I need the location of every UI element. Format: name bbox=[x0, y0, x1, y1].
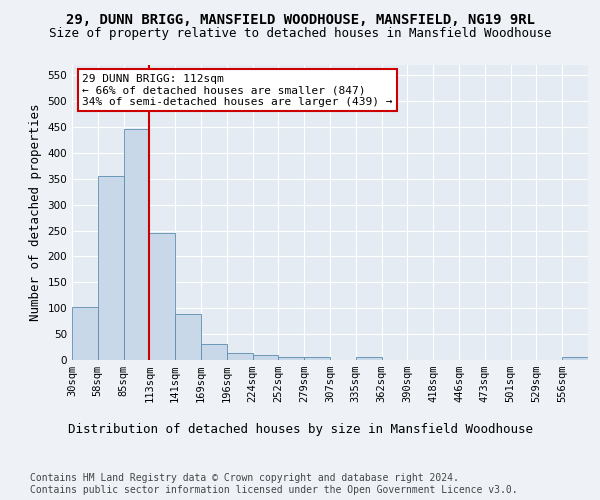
Bar bbox=[562, 358, 588, 360]
Bar bbox=[356, 357, 382, 360]
Y-axis label: Number of detached properties: Number of detached properties bbox=[29, 104, 42, 322]
Text: Distribution of detached houses by size in Mansfield Woodhouse: Distribution of detached houses by size … bbox=[67, 422, 533, 436]
Bar bbox=[149, 233, 175, 360]
Bar bbox=[175, 314, 201, 360]
Text: 29, DUNN BRIGG, MANSFIELD WOODHOUSE, MANSFIELD, NG19 9RL: 29, DUNN BRIGG, MANSFIELD WOODHOUSE, MAN… bbox=[65, 12, 535, 26]
Text: Contains HM Land Registry data © Crown copyright and database right 2024.
Contai: Contains HM Land Registry data © Crown c… bbox=[30, 474, 518, 495]
Bar bbox=[124, 128, 149, 360]
Bar bbox=[72, 307, 98, 360]
Bar bbox=[98, 176, 124, 360]
Bar bbox=[253, 356, 278, 360]
Text: 29 DUNN BRIGG: 112sqm
← 66% of detached houses are smaller (847)
34% of semi-det: 29 DUNN BRIGG: 112sqm ← 66% of detached … bbox=[82, 74, 393, 107]
Bar bbox=[304, 358, 330, 360]
Bar bbox=[278, 357, 304, 360]
Bar bbox=[227, 354, 253, 360]
Bar bbox=[201, 344, 227, 360]
Text: Size of property relative to detached houses in Mansfield Woodhouse: Size of property relative to detached ho… bbox=[49, 28, 551, 40]
